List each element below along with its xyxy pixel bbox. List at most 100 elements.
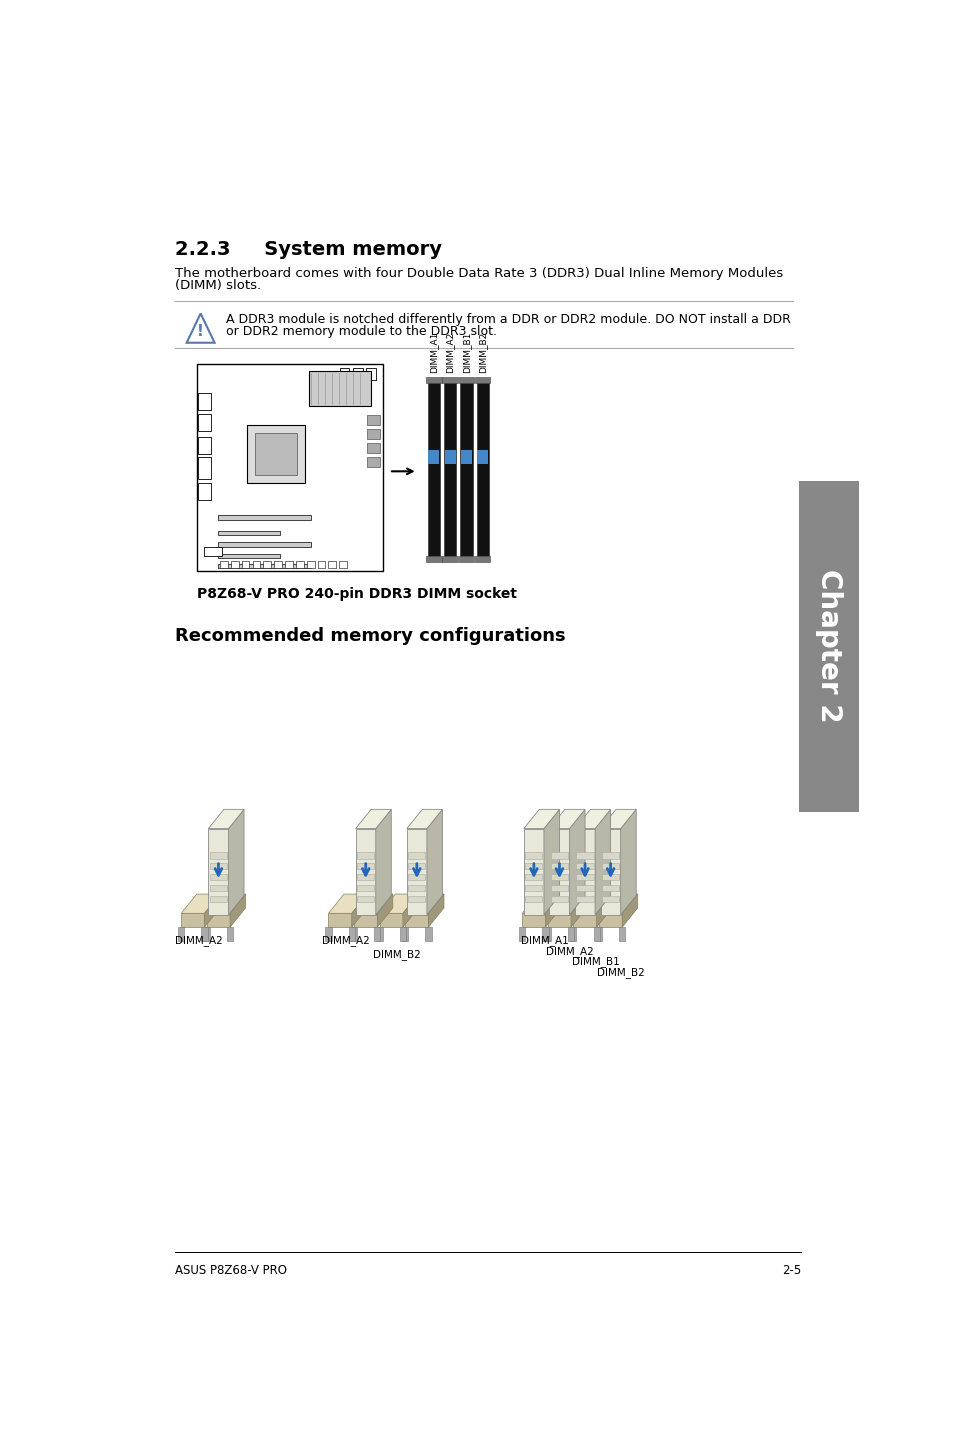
Bar [220,561,228,568]
Polygon shape [545,894,560,928]
Bar [443,380,456,557]
Polygon shape [207,913,230,928]
Polygon shape [328,913,352,928]
Polygon shape [544,928,550,940]
Polygon shape [207,894,245,913]
Bar [442,377,457,383]
Bar [218,564,311,568]
Polygon shape [375,810,391,915]
Polygon shape [569,810,584,915]
Bar [550,874,567,880]
Bar [356,853,374,858]
Bar [601,863,618,870]
Bar [210,896,227,902]
Bar [367,457,379,467]
Polygon shape [618,928,624,940]
Polygon shape [348,928,355,940]
Bar [550,884,567,892]
Bar [218,515,311,519]
Text: P8Z68-V PRO 240-pin DDR3 DIMM socket: P8Z68-V PRO 240-pin DDR3 DIMM socket [196,587,517,601]
Polygon shape [406,810,442,828]
Text: A DDR3 module is notched differently from a DDR or DDR2 module. DO NOT install a: A DDR3 module is notched differently fro… [226,312,790,325]
Polygon shape [405,913,428,928]
Text: 2-5: 2-5 [781,1264,801,1277]
Polygon shape [181,913,204,928]
Polygon shape [402,894,418,928]
Bar [340,368,349,381]
Text: or DDR2 memory module to the DDR3 slot.: or DDR2 memory module to the DDR3 slot. [226,325,497,338]
Bar [476,450,488,463]
Polygon shape [571,894,586,928]
Polygon shape [425,928,431,940]
Bar [339,561,347,568]
Bar [218,542,311,546]
Polygon shape [351,928,356,940]
Bar [253,561,260,568]
Bar [210,853,227,858]
Bar [408,896,425,902]
Polygon shape [379,894,418,913]
Bar [263,561,271,568]
Polygon shape [547,894,586,913]
Text: The motherboard comes with four Double Data Rate 3 (DDR3) Dual Inline Memory Mod: The motherboard comes with four Double D… [174,266,782,279]
Bar [356,896,374,902]
Polygon shape [328,894,367,913]
Polygon shape [575,810,610,828]
Bar [328,561,335,568]
Bar [196,364,382,571]
Polygon shape [596,894,612,928]
Bar [601,874,618,880]
Polygon shape [595,810,610,915]
Polygon shape [598,913,621,928]
Text: DIMM_B1: DIMM_B1 [461,331,471,372]
Text: 2.2.3     System memory: 2.2.3 System memory [174,240,441,259]
Bar [367,443,379,453]
Bar [307,561,314,568]
Bar [356,863,374,870]
Polygon shape [377,894,393,928]
Bar [576,896,593,902]
Text: DIMM_B2: DIMM_B2 [477,332,487,372]
Bar [353,368,362,381]
Bar [525,853,542,858]
Bar [367,416,379,426]
Polygon shape [549,810,584,828]
Polygon shape [230,894,245,928]
Polygon shape [542,928,548,940]
Polygon shape [402,928,408,940]
Bar [356,874,374,880]
Polygon shape [596,928,601,940]
Bar [218,554,280,558]
Polygon shape [208,828,229,915]
Bar [366,368,375,381]
Bar [254,433,297,475]
Bar [426,377,441,383]
Polygon shape [547,913,571,928]
Text: DIMM_B2: DIMM_B2 [597,968,644,978]
Bar [798,480,858,811]
Polygon shape [187,313,214,342]
Bar [475,557,490,562]
Bar [442,557,457,562]
Polygon shape [325,928,332,940]
Polygon shape [523,828,543,915]
Bar [408,884,425,892]
Polygon shape [567,928,574,940]
Bar [460,450,472,463]
Polygon shape [620,810,636,915]
Polygon shape [621,894,637,928]
Text: DIMM_A2: DIMM_A2 [546,946,594,956]
Bar [601,853,618,858]
Bar [231,561,238,568]
Polygon shape [355,828,375,915]
Polygon shape [379,913,402,928]
Polygon shape [201,928,208,940]
Text: Chapter 2: Chapter 2 [814,569,842,723]
Bar [408,863,425,870]
Bar [576,853,593,858]
Bar [210,874,227,880]
Bar [427,380,439,557]
Polygon shape [354,913,377,928]
Polygon shape [599,828,620,915]
Bar [198,393,211,410]
